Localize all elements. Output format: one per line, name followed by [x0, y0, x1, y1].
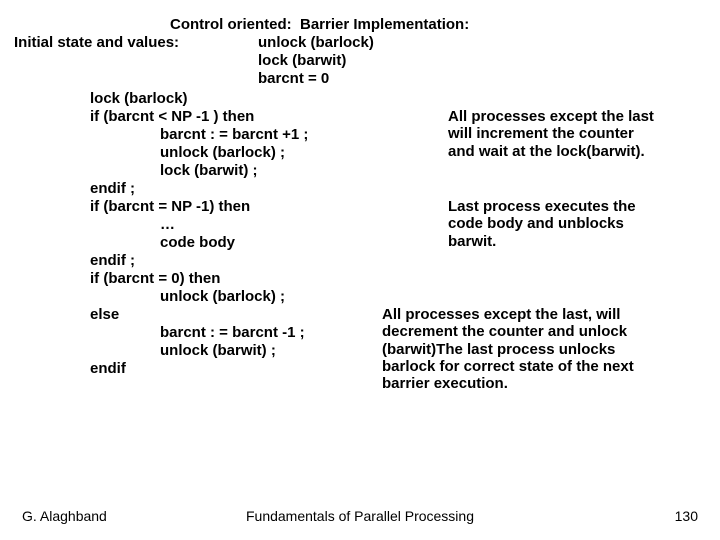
- code-line: if (barcnt = NP -1) then: [90, 198, 250, 215]
- code-line: unlock (barwit) ;: [160, 342, 276, 359]
- code-line: lock (barlock): [90, 90, 188, 107]
- code-line: lock (barwit) ;: [160, 162, 258, 179]
- footer-title: Fundamentals of Parallel Processing: [0, 508, 720, 524]
- note-1: All processes except the last will incre…: [448, 108, 658, 160]
- code-line: barcnt : = barcnt -1 ;: [160, 324, 305, 341]
- note-3: All processes except the last, will decr…: [382, 306, 662, 392]
- code-line: endif: [90, 360, 126, 377]
- slide-title: Control oriented: Barrier Implementation…: [170, 16, 469, 33]
- footer-page-number: 130: [675, 508, 698, 524]
- init-val-3: barcnt = 0: [258, 70, 329, 87]
- code-line: barcnt : = barcnt +1 ;: [160, 126, 308, 143]
- code-line: …: [160, 216, 175, 233]
- init-val-2: lock (barwit): [258, 52, 346, 69]
- code-line: code body: [160, 234, 235, 251]
- code-line: unlock (barlock) ;: [160, 144, 285, 161]
- code-line: endif ;: [90, 252, 135, 269]
- init-val-1: unlock (barlock): [258, 34, 374, 51]
- initial-state-label: Initial state and values:: [14, 34, 179, 51]
- code-line: unlock (barlock) ;: [160, 288, 285, 305]
- code-line: endif ;: [90, 180, 135, 197]
- code-line: if (barcnt = 0) then: [90, 270, 220, 287]
- code-line: else: [90, 306, 119, 323]
- slide: { "title": "Control oriented: Barrier Im…: [0, 0, 720, 540]
- code-line: if (barcnt < NP -1 ) then: [90, 108, 254, 125]
- note-2: Last process executes the code body and …: [448, 198, 658, 250]
